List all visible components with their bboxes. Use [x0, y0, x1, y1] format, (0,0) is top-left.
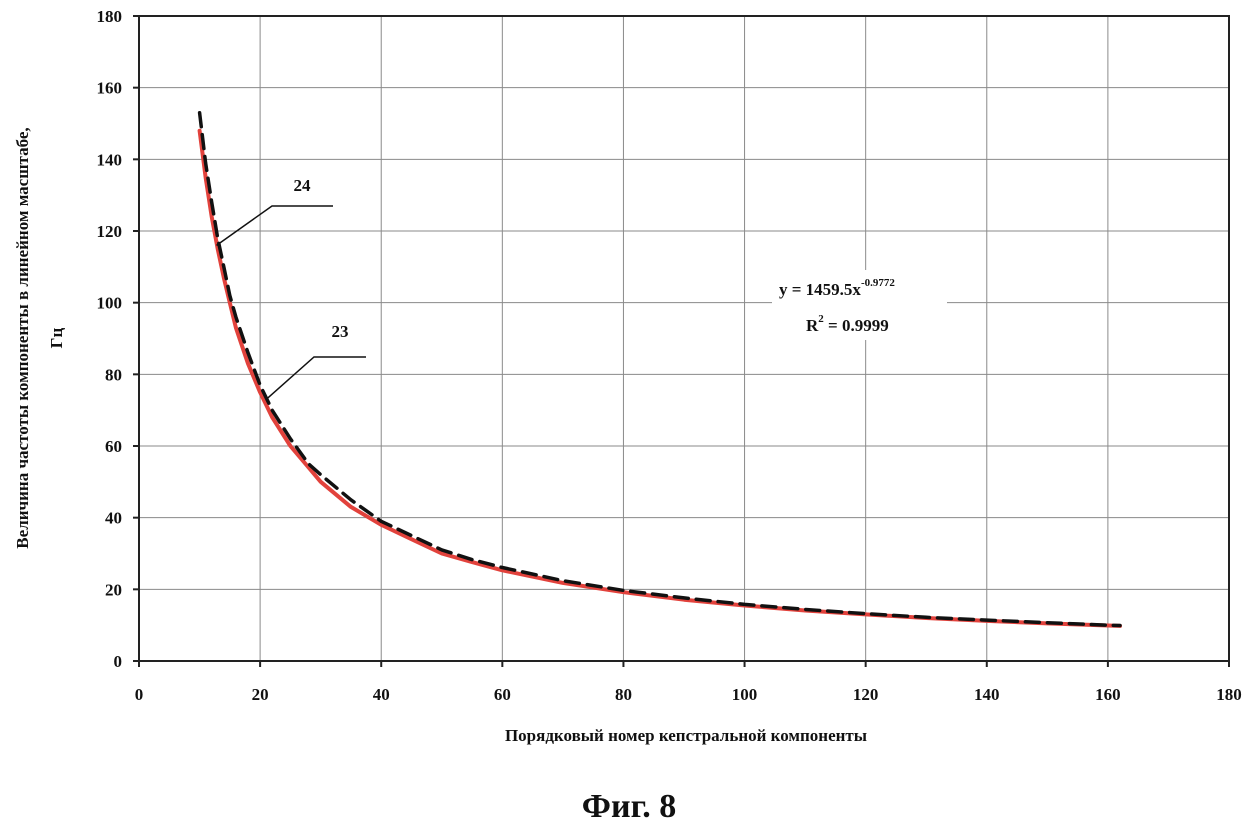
frame-layer — [139, 16, 1229, 661]
x-tick-label-40: 40 — [373, 685, 390, 704]
y-tick-label-100: 100 — [97, 294, 123, 313]
callout-label-24: 24 — [294, 176, 312, 195]
equation-exponent: -0.9772 — [861, 277, 895, 289]
grid-layer — [139, 16, 1229, 661]
y-tick-label-180: 180 — [97, 7, 123, 26]
trendline-equation: y = 1459.5x-0.9772 R2 = 0.9999 — [772, 270, 947, 340]
y-tick-label-60: 60 — [105, 437, 122, 456]
x-axis-title: Порядковый номер кепстральной компоненты — [505, 726, 867, 745]
x-tick-label-20: 20 — [252, 685, 269, 704]
series-layer — [200, 113, 1120, 626]
x-tick-label-180: 180 — [1216, 685, 1242, 704]
figure-caption: Фиг. 8 — [0, 790, 1258, 824]
y-tick-label-20: 20 — [105, 580, 122, 599]
equation-main: y = 1459.5x — [779, 280, 861, 299]
callout-leader-23 — [266, 357, 366, 399]
x-tick-label-80: 80 — [615, 685, 632, 704]
callout-leader-24 — [217, 206, 333, 245]
y-tick-label-140: 140 — [97, 150, 123, 169]
x-tick-label-60: 60 — [494, 685, 511, 704]
x-tick-label-0: 0 — [135, 685, 144, 704]
plot-frame — [139, 16, 1229, 661]
callout-label-23: 23 — [332, 322, 349, 341]
x-tick-label-160: 160 — [1095, 685, 1121, 704]
y-axis-title-line1: Величина частоты компоненты в линейном м… — [13, 127, 32, 548]
r-squared-symbol: R — [806, 316, 819, 335]
callout-layer: 23 24 — [217, 176, 366, 399]
series-line-23 — [200, 131, 1120, 626]
x-tick-label-120: 120 — [853, 685, 879, 704]
y-tick-label-0: 0 — [114, 652, 123, 671]
y-tick-label-40: 40 — [105, 509, 122, 528]
series-line-24 — [200, 113, 1120, 626]
y-tick-label-120: 120 — [97, 222, 123, 241]
y-tick-label-160: 160 — [97, 79, 123, 98]
r-squared-value: = 0.9999 — [824, 316, 889, 335]
x-tick-label-100: 100 — [732, 685, 758, 704]
y-tick-label-80: 80 — [105, 365, 122, 384]
y-axis-title-line2: Гц — [47, 327, 66, 348]
x-tick-label-140: 140 — [974, 685, 1000, 704]
